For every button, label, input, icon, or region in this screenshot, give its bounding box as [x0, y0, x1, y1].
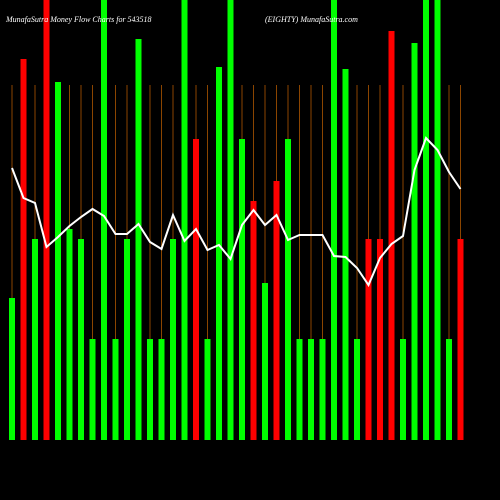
bar	[285, 139, 291, 440]
bar	[331, 0, 337, 440]
bar	[423, 0, 429, 440]
bar	[101, 0, 107, 440]
bar	[227, 0, 234, 440]
bar	[388, 31, 395, 440]
bar	[216, 67, 222, 440]
bar	[239, 139, 245, 440]
money-flow-line	[11, 136, 462, 288]
bar	[20, 59, 27, 440]
bar	[43, 0, 50, 440]
bar	[32, 239, 38, 440]
bar	[170, 239, 176, 440]
bar	[66, 229, 73, 440]
chart-title: MunafaSutra Money Flow Charts for 543518	[5, 15, 152, 24]
bar	[411, 43, 418, 440]
bar	[9, 298, 15, 440]
bar	[365, 239, 372, 440]
bar	[250, 201, 257, 440]
bar	[158, 339, 165, 440]
bar	[434, 0, 441, 440]
bar	[204, 339, 211, 440]
bar	[296, 339, 303, 440]
bar	[262, 283, 268, 440]
bar	[319, 339, 326, 440]
bar	[124, 239, 130, 440]
bar	[377, 239, 383, 440]
bar	[342, 69, 349, 440]
bar	[308, 339, 314, 440]
bar	[55, 82, 61, 440]
bar	[354, 339, 360, 440]
bar	[193, 139, 199, 440]
bar	[147, 339, 153, 440]
bar	[457, 239, 464, 440]
bar	[112, 339, 119, 440]
bar	[273, 181, 280, 440]
bar	[400, 339, 406, 440]
chart-subtitle: (EIGHTY) MunafaSutra.com	[265, 15, 358, 24]
bar	[89, 339, 96, 440]
bar	[135, 39, 142, 440]
bar	[78, 239, 84, 440]
bar	[181, 0, 188, 440]
bar	[446, 339, 452, 440]
